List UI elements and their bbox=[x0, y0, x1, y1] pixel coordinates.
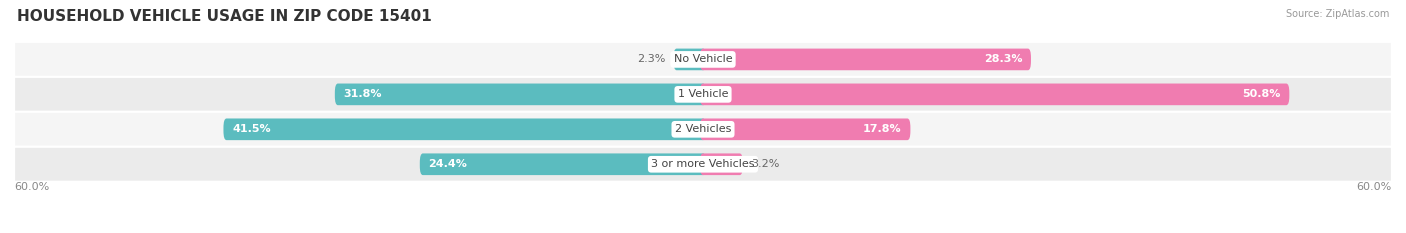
Text: Source: ZipAtlas.com: Source: ZipAtlas.com bbox=[1285, 9, 1389, 19]
Text: 60.0%: 60.0% bbox=[14, 182, 49, 192]
FancyBboxPatch shape bbox=[700, 118, 911, 140]
Text: 17.8%: 17.8% bbox=[863, 124, 901, 134]
FancyBboxPatch shape bbox=[700, 49, 1031, 70]
Text: 41.5%: 41.5% bbox=[232, 124, 271, 134]
FancyBboxPatch shape bbox=[335, 84, 706, 105]
FancyBboxPatch shape bbox=[224, 118, 706, 140]
Text: 24.4%: 24.4% bbox=[429, 159, 467, 169]
Text: 3.2%: 3.2% bbox=[751, 159, 779, 169]
Text: 31.8%: 31.8% bbox=[343, 89, 382, 99]
Text: 2 Vehicles: 2 Vehicles bbox=[675, 124, 731, 134]
Text: 28.3%: 28.3% bbox=[984, 55, 1022, 64]
FancyBboxPatch shape bbox=[700, 84, 1289, 105]
FancyBboxPatch shape bbox=[14, 77, 1392, 112]
Text: 1 Vehicle: 1 Vehicle bbox=[678, 89, 728, 99]
Text: 60.0%: 60.0% bbox=[1357, 182, 1392, 192]
FancyBboxPatch shape bbox=[700, 154, 742, 175]
FancyBboxPatch shape bbox=[673, 49, 706, 70]
Text: HOUSEHOLD VEHICLE USAGE IN ZIP CODE 15401: HOUSEHOLD VEHICLE USAGE IN ZIP CODE 1540… bbox=[17, 9, 432, 24]
Text: 50.8%: 50.8% bbox=[1241, 89, 1281, 99]
Text: 2.3%: 2.3% bbox=[637, 55, 665, 64]
FancyBboxPatch shape bbox=[14, 147, 1392, 182]
Text: 3 or more Vehicles: 3 or more Vehicles bbox=[651, 159, 755, 169]
Text: No Vehicle: No Vehicle bbox=[673, 55, 733, 64]
FancyBboxPatch shape bbox=[14, 42, 1392, 77]
FancyBboxPatch shape bbox=[420, 154, 706, 175]
FancyBboxPatch shape bbox=[14, 112, 1392, 147]
